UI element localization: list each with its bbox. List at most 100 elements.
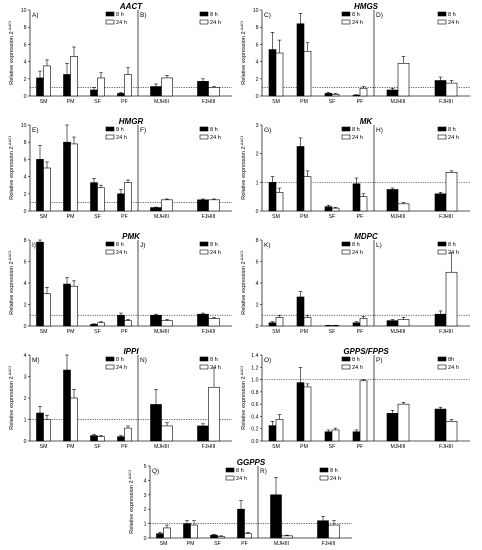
y-tick-label: 1: [256, 180, 259, 186]
x-tick-label: PM: [67, 329, 75, 335]
y-tick-label: 6: [256, 42, 259, 48]
bar-8h-sm: [36, 412, 44, 442]
chart-aact: AACT 0 2 4 6 8 10 Relative expression 2-ΔΔCt A) S…: [8, 2, 232, 105]
bar-24h-pf: [359, 87, 368, 97]
x-tick-label: MJHIII: [274, 541, 289, 547]
y-tick-label: 0: [24, 209, 27, 215]
x-tick-label: PF: [121, 329, 128, 335]
bar-8h-pm: [63, 283, 71, 327]
y-tick-label: 2: [144, 507, 147, 513]
legend-swatch-24h: [199, 134, 209, 140]
y-tick-label: 2: [256, 303, 259, 309]
panel-label: B): [140, 12, 147, 19]
y-tick-label: 1.2: [251, 365, 258, 371]
panel-label: R): [260, 468, 267, 475]
panel-label: E): [32, 127, 39, 134]
chart-title: HMGS: [354, 2, 379, 11]
legend-swatch-8h: [199, 241, 209, 247]
legend-swatch-8h: [341, 241, 351, 247]
bar-8h-fjhiii: [434, 193, 447, 212]
bar-24h-sf: [97, 436, 105, 442]
y-tick-label: 2: [24, 303, 27, 309]
legend-swatch-24h: [225, 475, 235, 481]
bar-8h-sm: [268, 322, 277, 327]
x-tick-label: FJHIII: [202, 214, 216, 220]
bar-8h-pm: [183, 523, 191, 539]
bar-24h-mjhiii: [397, 319, 410, 327]
bar-24h-mjhiii: [397, 63, 410, 97]
chart-hmgr: HMGR 0 2 4 6 8 10 Relative expression 2-ΔΔCt E) S…: [8, 117, 232, 220]
x-tick-label: PF: [357, 99, 364, 105]
legend-swatch-24h: [105, 19, 115, 25]
bar-24h-pf: [124, 427, 132, 442]
bar-8h-pf: [352, 94, 361, 97]
legend-label-8h: 8h: [448, 357, 454, 363]
x-tick-label: PF: [357, 444, 364, 450]
y-tick-label: 6: [24, 157, 27, 163]
bar-8h-fjhiii: [317, 520, 329, 539]
x-tick-label: PM: [187, 541, 195, 547]
y-axis-label: Relative expression 2-ΔΔCt: [240, 135, 247, 200]
bar-8h-fjhiii: [434, 408, 447, 442]
bar-8h-pf: [352, 322, 361, 327]
bar-24h-mjhiii: [161, 199, 173, 212]
legend-label-8h: 8 h: [116, 357, 124, 363]
bar-24h-pm: [303, 386, 312, 442]
bar-24h-pm: [303, 176, 312, 212]
x-tick-label: SF: [329, 214, 336, 220]
x-tick-label: PM: [300, 99, 308, 105]
bar-8h-mjhiii: [386, 413, 399, 442]
legend-label-24h: 24 h: [448, 365, 459, 371]
chart-title: MK: [360, 117, 374, 126]
bar-8h-pf: [352, 431, 361, 442]
panel-label: Q): [152, 468, 159, 475]
bar-24h-pm: [190, 524, 198, 539]
bar-24h-sf: [97, 77, 105, 97]
legend-label-24h: 24 h: [116, 20, 127, 26]
bar-8h-pm: [296, 146, 305, 212]
x-tick-label: SF: [329, 444, 336, 450]
bar-24h-fjhiii: [445, 82, 458, 97]
bar-24h-sm: [43, 419, 51, 442]
bar-8h-sf: [210, 534, 218, 539]
legend-swatch-24h: [105, 134, 115, 140]
bar-8h-mjhiii: [150, 404, 162, 442]
bar-8h-pf: [117, 436, 125, 442]
y-tick-label: 6: [256, 260, 259, 266]
panel-label: H): [376, 127, 383, 134]
bar-8h-sf: [324, 431, 333, 442]
y-tick-label: 0: [256, 94, 259, 100]
x-tick-label: SF: [94, 329, 101, 335]
y-tick-label: 1: [24, 418, 27, 424]
legend-label-24h: 24 h: [210, 250, 221, 256]
legend-swatch-24h: [199, 249, 209, 255]
bar-24h-pm: [70, 397, 78, 442]
legend-swatch-8h: [225, 467, 235, 473]
bar-8h-pf: [117, 193, 125, 212]
panel-label: J): [140, 242, 145, 249]
panel-label: A): [32, 12, 39, 19]
x-tick-label: SM: [272, 329, 280, 335]
x-tick-label: MJHIII: [154, 329, 169, 335]
bar-8h-pm: [296, 296, 305, 327]
legend-label-24h: 24 h: [210, 365, 221, 371]
chart-title: IPPI: [123, 347, 139, 356]
bar-8h-sm: [36, 241, 44, 327]
legend-label-8h: 8 h: [210, 242, 218, 248]
bar-24h-sm: [163, 527, 171, 539]
bar-8h-fjhiii: [434, 313, 447, 327]
bar-8h-sm: [268, 49, 277, 97]
bar-8h-mjhiii: [150, 207, 162, 212]
y-axis-label: Relative expression 2-ΔΔCt: [240, 20, 247, 85]
bar-8h-mjhiii: [270, 494, 282, 539]
y-tick-label: 2: [24, 77, 27, 83]
x-tick-label: SF: [94, 99, 101, 105]
bar-24h-mjhiii: [161, 425, 173, 442]
panel-label: N): [140, 357, 147, 364]
legend-label-8h: 8 h: [116, 12, 124, 18]
x-tick-label: PM: [300, 214, 308, 220]
bar-24h-sm: [43, 167, 51, 212]
legend-swatch-8h: [105, 126, 115, 132]
y-tick-label: 4: [24, 175, 27, 181]
